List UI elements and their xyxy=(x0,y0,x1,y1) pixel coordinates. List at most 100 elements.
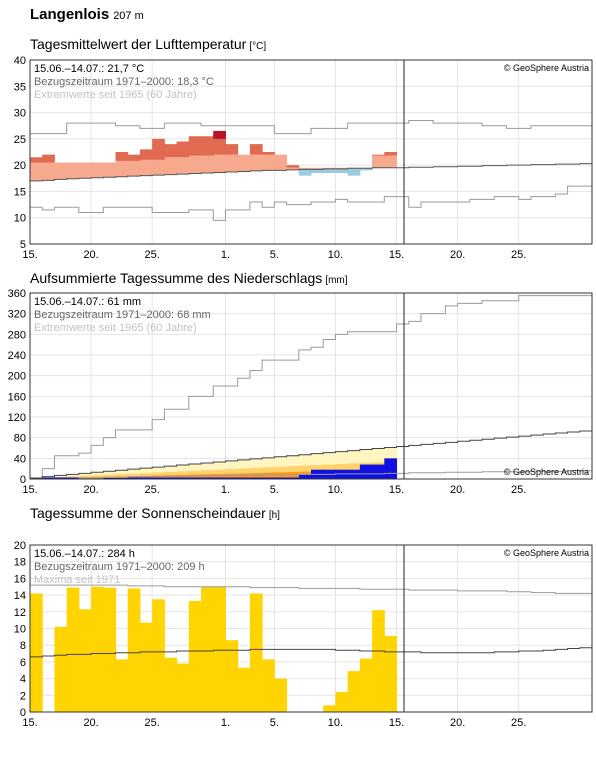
temp-warm-bar xyxy=(201,136,214,155)
temp-warm-bar xyxy=(384,152,397,156)
temp-warm-bar xyxy=(262,152,275,155)
temp-base-segment xyxy=(201,156,214,173)
temp-warm-bar xyxy=(42,155,55,163)
temp-cold-bar xyxy=(299,169,312,175)
temp-cold-bar xyxy=(323,169,336,173)
sun-x-tick-label: 5. xyxy=(270,717,279,729)
temp-warm-bar xyxy=(128,155,141,161)
precip-y-tick-label: 80 xyxy=(14,433,26,445)
temp-x-tick-label: 5. xyxy=(270,249,279,261)
precip-x-tick-label: 5. xyxy=(270,484,279,496)
sun-y-tick-label: 14 xyxy=(14,590,26,602)
sun-y-tick-label: 10 xyxy=(14,624,26,636)
sun-bar xyxy=(54,627,67,712)
sun-bar xyxy=(225,640,238,712)
temp-max-extreme-line xyxy=(30,120,592,133)
sun-x-tick-label: 15. xyxy=(22,717,37,729)
temp-base-segment xyxy=(152,160,165,175)
temp-warm-bar xyxy=(250,144,263,155)
temp-warm-bar xyxy=(189,136,202,155)
temp-x-tick-label: 20. xyxy=(450,249,465,261)
sun-info-line: Maxima seit 1971 xyxy=(34,574,120,586)
temp-base-segment xyxy=(213,155,226,173)
sun-info-line: 15.06.–14.07.: 284 h xyxy=(34,548,135,560)
temp-warm-bar xyxy=(372,155,385,156)
sun-y-tick-label: 16 xyxy=(14,573,26,585)
temp-copyright: © GeoSphere Austria xyxy=(504,63,589,73)
temp-base-segment xyxy=(177,157,190,174)
temp-base-segment xyxy=(54,163,67,180)
precip-info-line: Extremwerte seit 1965 (60 Jahre) xyxy=(34,322,197,334)
sun-y-tick-label: 12 xyxy=(14,607,26,619)
precip-observed-segment xyxy=(299,475,312,479)
temp-base-segment xyxy=(225,155,238,172)
precip-x-tick-label: 15. xyxy=(22,484,37,496)
temp-base-segment xyxy=(103,163,116,178)
precip-observed-segment xyxy=(335,470,348,479)
sun-bar xyxy=(91,587,104,712)
precip-y-tick-label: 120 xyxy=(8,412,26,424)
temp-x-tick-label: 20. xyxy=(83,249,98,261)
sun-bar xyxy=(79,609,92,712)
precip-y-tick-label: 40 xyxy=(14,453,26,465)
precip-observed-segment xyxy=(348,470,361,479)
temp-x-tick-label: 25. xyxy=(145,249,160,261)
temp-base-segment xyxy=(189,156,202,174)
sun-x-tick-label: 25. xyxy=(511,717,526,729)
temp-base-segment xyxy=(79,163,92,179)
sun-y-tick-label: 4 xyxy=(20,674,26,686)
temp-y-tick-label: 35 xyxy=(14,81,26,93)
temp-base-segment xyxy=(262,155,275,171)
sun-bar xyxy=(103,588,116,712)
precip-x-tick-label: 20. xyxy=(450,484,465,496)
temp-base-segment xyxy=(116,161,129,177)
sun-y-tick-label: 6 xyxy=(20,657,26,669)
precip-y-tick-label: 320 xyxy=(8,309,26,321)
station-altitude: 207 m xyxy=(113,10,144,22)
sunshine-unit: [h] xyxy=(269,510,280,521)
precipitation-chart: 3603202802402001601208040015.20.25.1.5.1… xyxy=(0,285,596,515)
sun-bar xyxy=(335,692,348,712)
temp-x-tick-label: 15. xyxy=(22,249,37,261)
temp-y-tick-label: 25 xyxy=(14,134,26,146)
precip-y-tick-label: 360 xyxy=(8,288,26,300)
temp-base-segment xyxy=(128,161,141,176)
precip-x-tick-label: 20. xyxy=(83,484,98,496)
sun-bar xyxy=(116,659,129,712)
temp-warm-bar xyxy=(152,139,165,160)
precip-y-tick-label: 280 xyxy=(8,329,26,341)
temp-info-line: 15.06.–14.07.: 21,7 °C xyxy=(34,63,144,75)
temp-cold-bar xyxy=(348,168,361,175)
sun-bar xyxy=(140,623,153,712)
temp-base-segment xyxy=(372,156,385,168)
sun-y-tick-label: 18 xyxy=(14,557,26,569)
sun-bar xyxy=(201,587,214,712)
sunshine-title: Tagessumme der Sonnenscheindauer[h] xyxy=(30,505,280,521)
sun-y-tick-label: 8 xyxy=(20,640,26,652)
sun-bar xyxy=(30,593,43,712)
temp-y-tick-label: 20 xyxy=(14,160,26,172)
temp-warm-bar xyxy=(116,152,129,161)
sun-bar xyxy=(384,636,397,712)
temp-x-tick-label: 15. xyxy=(389,249,404,261)
temp-warm-bar xyxy=(225,144,238,155)
precip-y-tick-label: 200 xyxy=(8,371,26,383)
temp-info-line: Bezugszeitraum 1971–2000: 18,3 °C xyxy=(34,76,214,88)
precip-x-tick-label: 15. xyxy=(389,484,404,496)
precip-info-line: 15.06.–14.07.: 61 mm xyxy=(34,296,141,308)
temp-info-line: Extremwerte seit 1965 (60 Jahre) xyxy=(34,89,197,101)
sun-bar xyxy=(177,664,190,712)
temp-y-tick-label: 30 xyxy=(14,108,26,120)
sun-bar xyxy=(262,659,275,712)
sun-bar xyxy=(67,588,80,712)
sun-x-tick-label: 10. xyxy=(328,717,343,729)
temp-x-tick-label: 25. xyxy=(511,249,526,261)
sun-bar xyxy=(372,610,385,712)
temp-cold-bar xyxy=(311,169,324,173)
sun-x-tick-label: 25. xyxy=(145,717,160,729)
sun-bar xyxy=(189,601,202,712)
temp-base-segment xyxy=(30,163,43,181)
temp-warm-bar xyxy=(287,165,300,168)
temp-base-segment xyxy=(91,163,104,178)
